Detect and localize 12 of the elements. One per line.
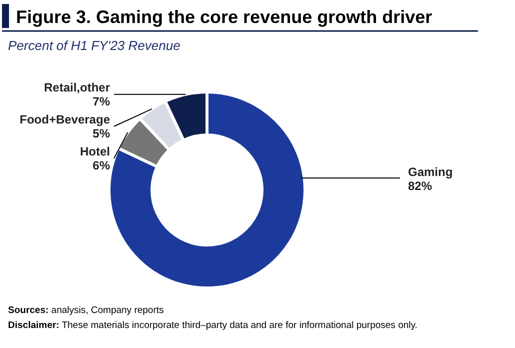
chart-subtitle: Percent of H1 FY'23 Revenue [8, 38, 180, 53]
data-label: 7% [92, 94, 110, 108]
source-note: Sources: analysis, Company reports [8, 305, 164, 316]
data-label: 6% [92, 158, 110, 172]
slice-label: Retail,other [44, 80, 110, 94]
slice-label: Gaming [408, 165, 453, 179]
data-label: 82% [408, 179, 432, 193]
slice-label: Food+Beverage [20, 112, 110, 126]
text: Disclaimer: These materials incorporate third–party data and are for informational purposes only. [8, 320, 418, 331]
slice-label: Hotel [80, 144, 110, 158]
chart-title: Figure 3. Gaming the core revenue growth driver [16, 7, 432, 27]
data-label: 5% [92, 126, 110, 140]
